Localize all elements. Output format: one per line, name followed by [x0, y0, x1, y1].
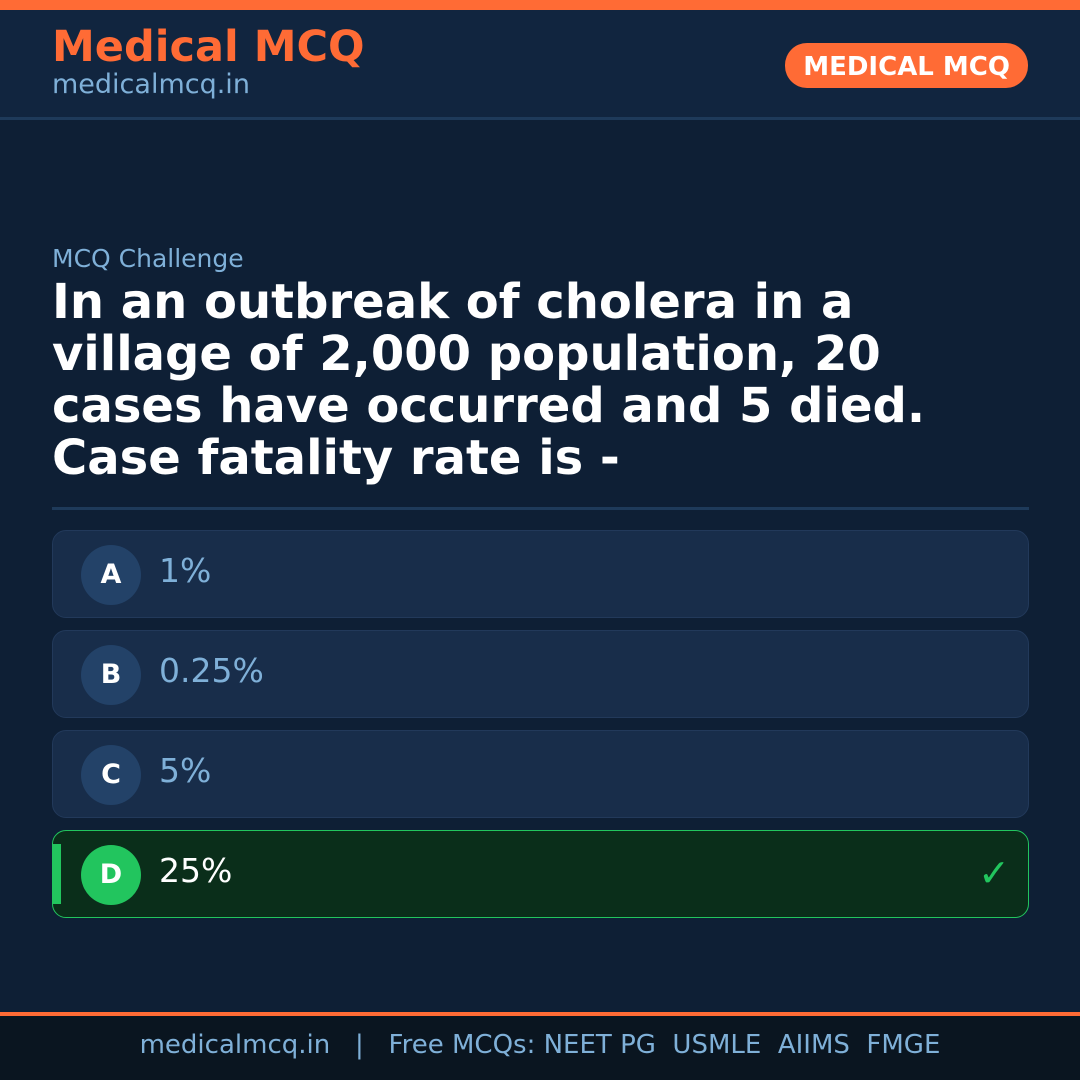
site-url: medicalmcq.in — [52, 69, 250, 100]
options-list: A 1% B 0.25% C 5% D 25% ✓ — [52, 530, 1029, 930]
divider — [52, 507, 1029, 510]
top-accent-bar — [0, 0, 1080, 10]
option-letter: C — [81, 745, 141, 805]
brand-title: Medical MCQ — [52, 22, 365, 72]
option-a[interactable]: A 1% — [52, 530, 1029, 618]
challenge-label: MCQ Challenge — [52, 244, 244, 273]
option-text: 25% — [159, 851, 233, 890]
option-letter: D — [81, 845, 141, 905]
option-text: 1% — [159, 551, 212, 590]
header: Medical MCQ medicalmcq.in MEDICAL MCQ — [0, 10, 1080, 120]
footer-accent-line — [0, 1012, 1080, 1016]
option-letter: A — [81, 545, 141, 605]
option-text: 5% — [159, 751, 212, 790]
option-b[interactable]: B 0.25% — [52, 630, 1029, 718]
footer-text: medicalmcq.in | Free MCQs: NEET PG USMLE… — [0, 1016, 1080, 1080]
option-letter: B — [81, 645, 141, 705]
correct-indicator-bar — [53, 844, 61, 904]
check-icon: ✓ — [978, 851, 1010, 895]
category-badge: MEDICAL MCQ — [785, 43, 1028, 88]
option-c[interactable]: C 5% — [52, 730, 1029, 818]
question-text: In an outbreak of cholera in a village o… — [52, 274, 926, 486]
option-text: 0.25% — [159, 651, 264, 690]
option-d-correct[interactable]: D 25% ✓ — [52, 830, 1029, 918]
